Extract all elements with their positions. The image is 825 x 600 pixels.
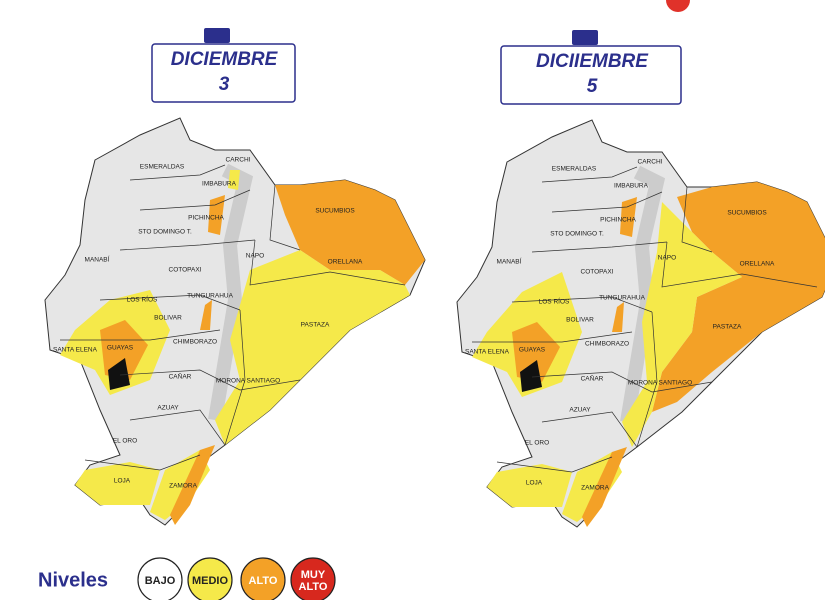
province-label: MANABÍ [85, 255, 110, 264]
province-label: AZUAY [157, 405, 179, 412]
province-label: MORONA SANTIAGO [216, 378, 280, 385]
legend-label: MUY ALTO [299, 569, 328, 593]
header-day: 5 [587, 76, 598, 97]
legend: Niveles BAJO MEDIO ALTO MUY ALTO [38, 557, 336, 600]
province-label: CAÑAR [581, 374, 604, 383]
province-label: TUNGURAHUA [599, 295, 646, 302]
province-label: GUAYAS [107, 345, 134, 352]
province-label: CHIMBORAZO [173, 339, 217, 346]
province-label: ORELLANA [740, 261, 775, 268]
province-label: SUCUMBIOS [315, 208, 355, 215]
province-label: CARCHI [226, 157, 251, 164]
province-label: BOLIVAR [566, 317, 594, 324]
province-label: ESMERALDAS [140, 164, 185, 171]
province-label: TUNGURAHUA [187, 293, 234, 300]
province-label: IMBABURA [202, 181, 237, 188]
province-label: ZAMORA [169, 483, 197, 490]
province-label: LOJA [114, 478, 131, 485]
province-label: PASTAZA [301, 322, 330, 329]
province-label: ESMERALDAS [552, 166, 597, 173]
province-label: MANABÍ [497, 257, 522, 266]
header-month: DICIIEMBRE [536, 51, 649, 72]
province-label: LOS RÍOS [127, 295, 158, 304]
province-label: PICHINCHA [600, 217, 636, 224]
province-label: SANTA ELENA [53, 347, 98, 354]
legend-label: BAJO [145, 575, 176, 587]
province-label: EL ORO [113, 438, 137, 445]
province-label: COTOPAXI [169, 267, 202, 274]
province-label: NAPO [246, 253, 264, 260]
province-label: EL ORO [525, 440, 549, 447]
province-label: SANTA ELENA [465, 349, 510, 356]
province-label: NAPO [658, 255, 676, 262]
legend-label: MEDIO [192, 575, 229, 587]
legend-swatch [137, 557, 183, 600]
province-label: STO DOMINGO T. [550, 231, 604, 238]
legend-title: Niveles [38, 569, 108, 591]
province-label: MORONA SANTIAGO [628, 380, 692, 387]
province-label: CARCHI [638, 159, 663, 166]
province-label: SUCUMBIOS [727, 210, 767, 217]
legend-swatch [240, 557, 286, 600]
map-2: DICIIEMBRE 5 ESMERALDAS CARCHI IMBABURA PIC… [457, 30, 825, 527]
header-day: 3 [219, 74, 230, 95]
province-label: GUAYAS [519, 347, 546, 354]
province-label: ZAMORA [581, 485, 609, 492]
province-label: ORELLANA [328, 259, 363, 266]
province-label: CHIMBORAZO [585, 341, 629, 348]
header-month: DICIEMBRE [171, 49, 279, 70]
province-label: LOS RÍOS [539, 297, 570, 306]
legend-swatch [290, 557, 336, 600]
province-label: PICHINCHA [188, 215, 224, 222]
province-label: BOLIVAR [154, 315, 182, 322]
legend-swatch [187, 557, 233, 600]
province-label: AZUAY [569, 407, 591, 414]
province-label: COTOPAXI [581, 269, 614, 276]
province-label: CAÑAR [169, 372, 192, 381]
province-label: IMBABURA [614, 183, 649, 190]
legend-label: ALTO [249, 575, 278, 587]
map-1: DICIEMBRE 3 ESMERALDAS CARCHI IMBABURA PICH… [45, 28, 425, 525]
province-label: LOJA [526, 480, 543, 487]
red-dot [666, 0, 690, 12]
province-label: STO DOMINGO T. [138, 229, 192, 236]
province-label: PASTAZA [713, 324, 742, 331]
